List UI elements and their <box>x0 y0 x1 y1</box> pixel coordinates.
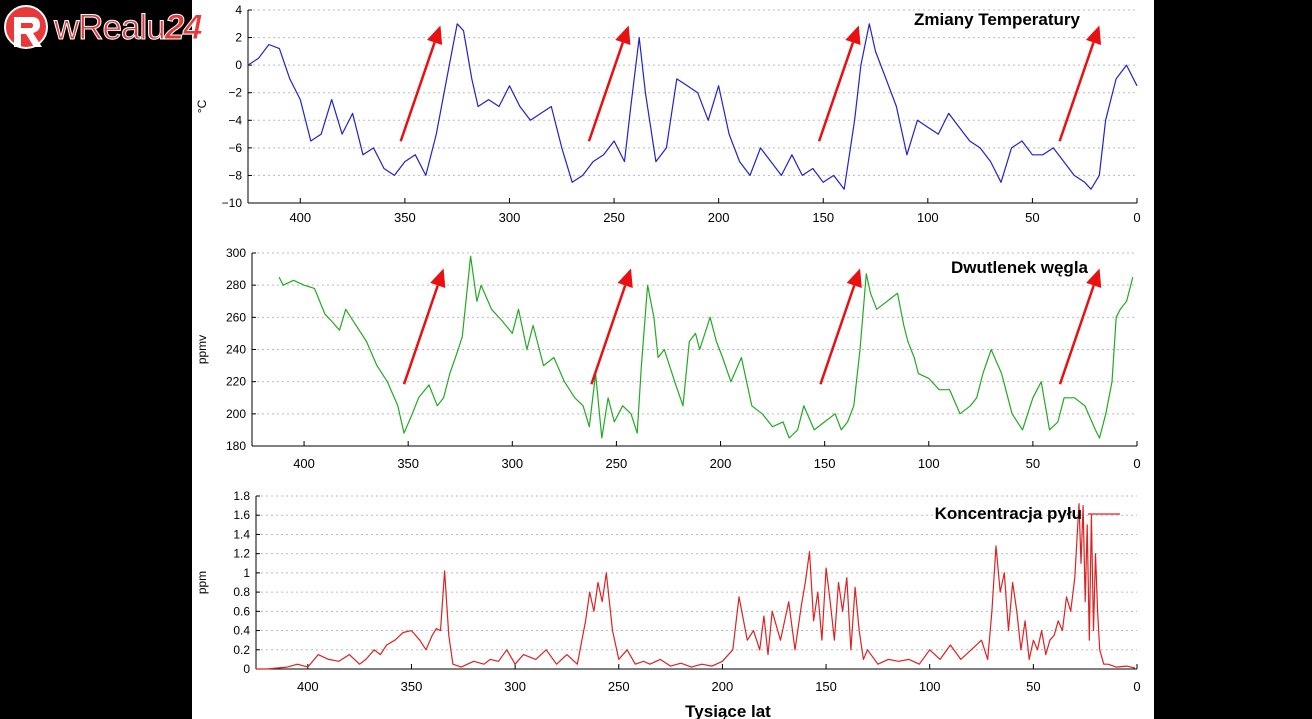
x-tick-label: 50 <box>1026 679 1040 694</box>
y-axis-label: °C <box>195 99 209 113</box>
x-tick-label: 0 <box>1133 456 1140 471</box>
y-tick-label: 2 <box>235 31 242 45</box>
y-tick-label: 220 <box>226 375 246 389</box>
series-line <box>256 503 1136 670</box>
y-tick-label: 0.2 <box>233 643 250 657</box>
x-tick-label: 250 <box>603 210 625 225</box>
x-tick-label: 200 <box>710 456 732 471</box>
x-tick-label: 250 <box>606 456 628 471</box>
y-tick-label: 0.8 <box>233 585 250 599</box>
x-tick-label: 0 <box>1133 679 1140 694</box>
x-axis-label: Tysiące lat <box>685 702 771 719</box>
y-tick-label: 0.4 <box>233 624 250 638</box>
y-tick-label: 0 <box>243 662 250 676</box>
trend-arrow-head <box>615 25 631 46</box>
x-tick-label: 50 <box>1026 456 1040 471</box>
y-tick-label: 240 <box>226 343 246 357</box>
x-tick-label: 300 <box>501 456 523 471</box>
chart-title: Zmiany Temperatury <box>914 10 1081 29</box>
x-tick-label: 350 <box>394 210 416 225</box>
trend-arrow <box>402 285 439 385</box>
y-tick-label: 1.4 <box>233 527 250 541</box>
y-tick-label: 0 <box>235 58 242 72</box>
x-tick-label: 100 <box>917 210 939 225</box>
x-tick-label: 200 <box>708 210 730 225</box>
trend-arrow <box>817 42 855 142</box>
x-tick-label: 400 <box>293 456 315 471</box>
x-tick-label: 100 <box>918 456 940 471</box>
x-tick-label: 150 <box>814 456 836 471</box>
logo-text: wRealu24 <box>54 8 204 48</box>
y-tick-label: −2 <box>228 86 242 100</box>
x-tick-label: 350 <box>397 456 419 471</box>
x-tick-label: 150 <box>815 679 837 694</box>
x-tick-label: 0 <box>1133 210 1140 225</box>
series-line <box>278 255 1134 439</box>
chart-title: Dwutlenek węgla <box>951 258 1089 277</box>
x-tick-label: 400 <box>297 679 319 694</box>
y-tick-label: 1.2 <box>233 547 250 561</box>
x-tick-label: 350 <box>401 679 423 694</box>
trend-arrow-head <box>430 268 446 289</box>
logo-icon <box>4 5 48 49</box>
trend-arrow-head <box>846 268 862 289</box>
x-tick-label: 300 <box>504 679 526 694</box>
y-tick-label: 180 <box>226 439 246 453</box>
x-tick-label: 50 <box>1025 210 1039 225</box>
y-tick-label: 300 <box>226 246 246 260</box>
channel-logo: wRealu24 <box>0 0 250 56</box>
y-tick-label: 0.6 <box>233 604 250 618</box>
x-tick-label: 150 <box>812 210 834 225</box>
series-line <box>247 23 1138 190</box>
chart-title: Koncentracja pyłu <box>935 504 1082 523</box>
x-tick-label: 300 <box>499 210 521 225</box>
y-axis-label: ppmv <box>195 335 209 364</box>
y-tick-label: 4 <box>235 3 242 17</box>
trend-arrow-head <box>1085 25 1102 46</box>
y-tick-label: −4 <box>228 113 242 127</box>
y-tick-label: 1.8 <box>233 489 250 503</box>
y-tick-label: 1.6 <box>233 508 250 522</box>
y-tick-label: 200 <box>226 407 246 421</box>
chart-panel: 4 2 0 −2 −4 −6 −8 −10 400 350 300 250 200 150 100 50 0 °C… <box>192 0 1154 719</box>
x-tick-label: 200 <box>712 679 734 694</box>
x-tick-label: 100 <box>919 679 941 694</box>
trend-arrow-head <box>1086 268 1102 289</box>
trend-arrow <box>399 42 436 142</box>
x-tick-label: 400 <box>289 210 311 225</box>
y-tick-label: −10 <box>222 196 243 210</box>
trend-arrow <box>819 285 856 385</box>
trend-arrow-head <box>845 25 861 46</box>
trend-arrow <box>1058 285 1095 385</box>
y-tick-label: 280 <box>226 278 246 292</box>
trend-arrow <box>587 42 625 142</box>
y-tick-label: −8 <box>228 168 242 182</box>
x-tick-label: 250 <box>608 679 630 694</box>
y-tick-label: −6 <box>228 141 242 155</box>
y-tick-label: 1 <box>243 566 250 580</box>
trend-arrow <box>1058 42 1095 142</box>
trend-arrow <box>590 285 627 385</box>
trend-arrow-head <box>617 268 633 289</box>
y-tick-label: 260 <box>226 310 246 324</box>
trend-arrow-head <box>427 25 443 46</box>
y-axis-label: ppm <box>195 571 209 594</box>
